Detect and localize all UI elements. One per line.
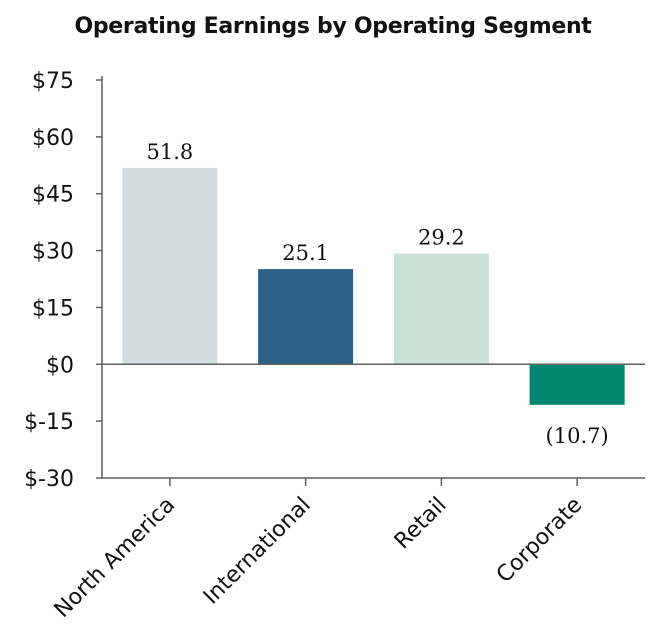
bar: [122, 167, 218, 365]
data-label: (10.7): [546, 424, 609, 448]
y-tick-label: $-15: [24, 410, 74, 435]
y-tick-label: $30: [32, 240, 74, 265]
x-tick-label: Corporate: [492, 493, 587, 588]
y-tick-label: $15: [32, 296, 74, 321]
x-tick-label: North America: [50, 493, 180, 623]
y-tick-label: $75: [32, 69, 74, 94]
x-tick-label: International: [199, 493, 316, 610]
y-tick-label: $45: [32, 183, 74, 208]
x-tick-label: Retail: [390, 493, 452, 555]
bar: [258, 269, 354, 365]
y-tick-label: $-30: [24, 467, 74, 492]
axis-layer: [96, 76, 645, 486]
chart-title: Operating Earnings by Operating Segment: [74, 14, 592, 39]
bar-layer: [122, 167, 625, 405]
y-tick-label: $0: [46, 353, 74, 378]
data-label: 25.1: [282, 241, 329, 265]
data-label: 29.2: [418, 226, 465, 250]
y-tick-label: $60: [32, 126, 74, 151]
bar: [529, 364, 625, 405]
data-label: 51.8: [146, 140, 193, 164]
bar: [393, 253, 489, 365]
